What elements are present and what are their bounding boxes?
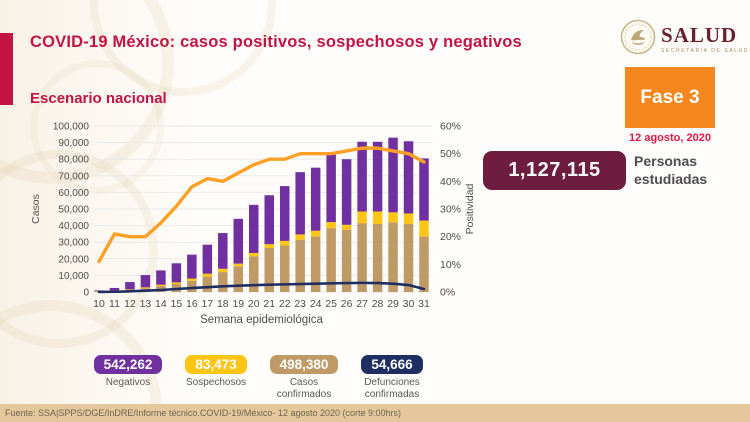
- section-subtitle: Escenario nacional: [30, 90, 167, 107]
- studied-count-badge: 1,127,115: [483, 151, 626, 190]
- svg-text:30: 30: [403, 298, 415, 310]
- svg-text:28: 28: [372, 298, 384, 310]
- legend-value-badge: 83,473: [185, 355, 247, 374]
- salud-wordmark: SALUD: [661, 23, 738, 47]
- svg-text:0%: 0%: [440, 287, 455, 299]
- svg-text:22: 22: [279, 298, 291, 310]
- svg-text:18: 18: [217, 298, 229, 310]
- legend-item-sospechosos: 83,473 Sospechosos: [174, 355, 258, 401]
- svg-text:80,000: 80,000: [58, 155, 89, 166]
- svg-text:Positividad: Positividad: [464, 183, 476, 234]
- svg-text:20%: 20%: [440, 231, 461, 243]
- svg-text:0: 0: [83, 288, 89, 299]
- svg-text:29: 29: [387, 298, 399, 310]
- legend-value-badge: 542,262: [93, 355, 163, 374]
- legend-item-defunciones: 54,666 Defunciones confirmadas: [350, 355, 434, 401]
- svg-text:10%: 10%: [440, 259, 461, 271]
- svg-text:31: 31: [418, 298, 430, 310]
- salud-eagle-emblem-icon: [620, 19, 656, 60]
- svg-text:50,000: 50,000: [58, 205, 89, 216]
- svg-text:16: 16: [186, 298, 198, 310]
- svg-text:21: 21: [263, 298, 275, 310]
- svg-text:10,000: 10,000: [58, 271, 89, 282]
- svg-text:10: 10: [93, 298, 105, 310]
- svg-text:Semana epidemiológica: Semana epidemiológica: [200, 314, 323, 326]
- legend-value-badge: 498,380: [269, 355, 339, 374]
- svg-text:90,000: 90,000: [58, 138, 89, 149]
- svg-text:60,000: 60,000: [58, 188, 89, 199]
- chart-legend: 542,262 Negativos 83,473 Sospechosos 498…: [86, 355, 434, 401]
- svg-text:60%: 60%: [440, 121, 461, 133]
- svg-text:25: 25: [325, 298, 337, 310]
- svg-text:30,000: 30,000: [58, 238, 89, 249]
- report-date: 12 agosto, 2020: [629, 132, 711, 144]
- svg-text:Casos: Casos: [30, 194, 42, 224]
- legend-label: Defunciones confirmadas: [364, 377, 420, 400]
- svg-text:11: 11: [109, 298, 120, 310]
- svg-text:27: 27: [356, 298, 368, 310]
- svg-text:70,000: 70,000: [58, 171, 89, 182]
- legend-item-casos-confirmados: 498,380 Casos confirmados: [262, 355, 346, 401]
- source-footer: Fuente: SSA|SPPS/DGE/InDRE/Informe técni…: [0, 404, 750, 422]
- svg-text:24: 24: [310, 298, 322, 310]
- svg-text:20,000: 20,000: [58, 254, 89, 265]
- svg-text:26: 26: [341, 298, 353, 310]
- legend-label: Negativos: [105, 377, 151, 388]
- svg-text:17: 17: [201, 298, 213, 310]
- svg-text:40,000: 40,000: [58, 221, 89, 232]
- legend-value-badge: 54,666: [361, 355, 423, 374]
- studied-count-label: Personas estudiadas: [634, 153, 708, 187]
- svg-text:30%: 30%: [440, 204, 461, 216]
- phase-badge: Fase 3: [625, 67, 715, 128]
- legend-label: Sospechosos: [185, 377, 247, 388]
- svg-text:12: 12: [124, 298, 136, 310]
- legend-label: Casos confirmados: [276, 377, 332, 400]
- accent-bar: [0, 33, 13, 105]
- svg-text:23: 23: [294, 298, 306, 310]
- svg-text:20: 20: [248, 298, 260, 310]
- svg-text:19: 19: [232, 298, 244, 310]
- svg-text:40%: 40%: [440, 176, 461, 188]
- salud-subtext: SECRETARÍA DE SALUD: [661, 48, 750, 54]
- salud-logo: SALUD SECRETARÍA DE SALUD: [620, 19, 749, 60]
- page-title: COVID-19 México: casos positivos, sospec…: [30, 33, 522, 51]
- epidemic-week-chart: 0 10,000 20,000 30,000 40,000 50,000 60,000 70,…: [30, 121, 476, 327]
- legend-item-negativos: 542,262 Negativos: [86, 355, 170, 401]
- svg-text:14: 14: [155, 298, 167, 310]
- svg-text:100,000: 100,000: [53, 122, 90, 133]
- svg-text:15: 15: [171, 298, 183, 310]
- svg-text:50%: 50%: [440, 148, 461, 160]
- svg-text:13: 13: [140, 298, 152, 310]
